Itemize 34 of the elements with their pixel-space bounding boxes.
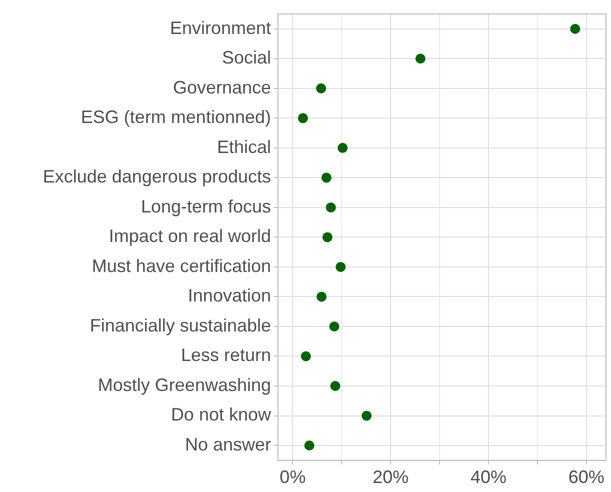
point [304,440,314,451]
y-tick-label: Governance [172,77,271,98]
y-tick-label: Do not know [170,404,272,425]
point [415,54,426,64]
point [300,351,311,362]
point [316,292,327,302]
x-tick-label: 0% [280,467,306,488]
point [330,381,340,391]
y-tick-label: Financially sustainable [90,315,271,336]
point [338,142,348,153]
y-tick-label: Environment [170,18,271,38]
point [362,410,372,421]
y-tick-label: Must have certification [92,256,271,276]
point [316,83,326,94]
x-tick-label: 20% [372,467,409,488]
y-tick-label: Innovation [188,286,271,306]
point [336,262,346,272]
y-tick-label: Less return [180,345,271,366]
point [570,24,580,34]
y-tick-label: Long-term focus [140,196,271,216]
y-tick-label: Ethical [216,136,271,157]
y-tick-label: No answer [184,434,271,454]
x-tick-label: 60% [568,467,604,488]
point [329,321,340,332]
point [326,202,336,212]
point [322,232,332,242]
y-tick-label: Mostly Greenwashing [98,374,271,395]
y-tick-label: Impact on real world [108,226,271,246]
y-tick-label: Exclude dangerous products [42,166,271,187]
y-tick-label: ESG (term mentionned) [80,107,271,128]
point [321,172,332,183]
x-tick-label: 40% [470,467,507,488]
y-tick-label: Social [222,48,271,68]
point [298,113,308,124]
